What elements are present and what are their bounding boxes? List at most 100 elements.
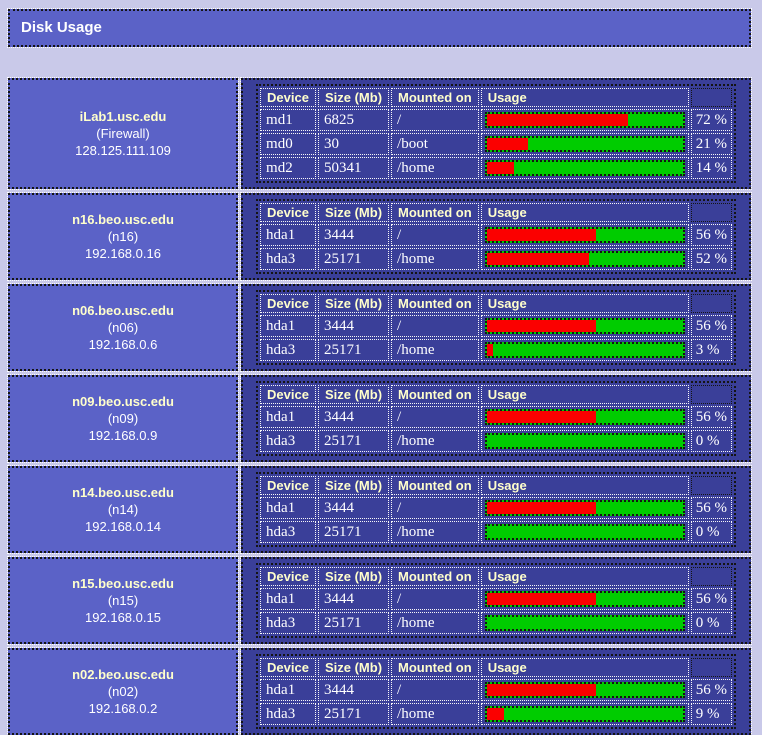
column-header-usage: Usage	[480, 476, 689, 495]
usage-percent-cell: 52 %	[690, 248, 732, 270]
disk-table-body: md1 6825 / 72 % md0 30 /boot 21 % md2 50…	[260, 109, 732, 179]
usage-bar	[484, 251, 685, 267]
size-cell: 3444	[317, 224, 390, 246]
mount-point-cell: /home	[391, 430, 479, 452]
column-header-device: Device	[260, 88, 316, 107]
column-header-size: Size (Mb)	[317, 567, 390, 586]
column-header-device: Device	[260, 385, 316, 404]
mount-point-cell: /	[391, 406, 479, 428]
disk-row: hda1 3444 / 56 %	[260, 679, 732, 701]
device-cell: hda1	[260, 406, 316, 428]
usage-percent-cell: 14 %	[690, 157, 732, 179]
usage-bar-cell	[480, 430, 689, 452]
column-header-device: Device	[260, 203, 316, 222]
host-info-panel: n14.beo.usc.edu (n14) 192.168.0.14	[7, 465, 239, 554]
usage-bar-used-segment	[486, 411, 597, 423]
disk-table-body: hda1 3444 / 56 % hda3 25171 /home 0 %	[260, 588, 732, 634]
disk-row: md0 30 /boot 21 %	[260, 133, 732, 155]
host-info-panel: n09.beo.usc.edu (n09) 192.168.0.9	[7, 374, 239, 463]
disk-table-body: hda1 3444 / 56 % hda3 25171 /home 3 %	[260, 315, 732, 361]
size-cell: 25171	[317, 612, 390, 634]
device-cell: hda3	[260, 521, 316, 543]
column-header-mounted-on: Mounted on	[391, 476, 479, 495]
size-cell: 25171	[317, 521, 390, 543]
disk-table-panel: Device Size (Mb) Mounted on Usage hda1 3…	[240, 283, 752, 372]
usage-bar	[484, 615, 685, 631]
size-cell: 25171	[317, 430, 390, 452]
usage-percent-cell: 56 %	[690, 406, 732, 428]
usage-bar	[484, 318, 685, 334]
hostname-label: n02.beo.usc.edu	[72, 667, 174, 682]
usage-percent-cell: 21 %	[690, 133, 732, 155]
disk-table: Device Size (Mb) Mounted on Usage hda1 3…	[256, 381, 736, 456]
host-ip-label: 192.168.0.14	[85, 519, 161, 534]
column-header-device: Device	[260, 476, 316, 495]
column-header-device: Device	[260, 294, 316, 313]
usage-bar	[484, 682, 685, 698]
usage-bar	[484, 524, 685, 540]
column-header-usage: Usage	[480, 294, 689, 313]
mount-point-cell: /home	[391, 157, 479, 179]
disk-row: hda1 3444 / 56 %	[260, 497, 732, 519]
disk-table-header-row: Device Size (Mb) Mounted on Usage	[260, 88, 732, 107]
mount-point-cell: /home	[391, 612, 479, 634]
host-row: n14.beo.usc.edu (n14) 192.168.0.14 Devic…	[7, 465, 752, 554]
disk-table: Device Size (Mb) Mounted on Usage hda1 3…	[256, 472, 736, 547]
disk-table-body: hda1 3444 / 56 % hda3 25171 /home 0 %	[260, 497, 732, 543]
device-cell: md0	[260, 133, 316, 155]
device-cell: hda3	[260, 703, 316, 725]
host-alias-label: (n02)	[107, 684, 139, 699]
disk-row: md2 50341 /home 14 %	[260, 157, 732, 179]
column-header-mounted-on: Mounted on	[391, 567, 479, 586]
size-cell: 3444	[317, 679, 390, 701]
device-cell: hda1	[260, 497, 316, 519]
column-header-percent-spacer	[690, 203, 732, 222]
usage-bar-used-segment	[486, 138, 528, 150]
column-header-mounted-on: Mounted on	[391, 88, 479, 107]
disk-row: hda1 3444 / 56 %	[260, 588, 732, 610]
mount-point-cell: /	[391, 109, 479, 131]
usage-bar	[484, 112, 685, 128]
hostname-label: n15.beo.usc.edu	[72, 576, 174, 591]
usage-bar-used-segment	[486, 593, 597, 605]
host-info-panel: iLab1.usc.edu (Firewall) 128.125.111.109	[7, 77, 239, 190]
usage-bar-used-segment	[486, 162, 515, 174]
usage-bar-used-segment	[486, 253, 589, 265]
column-header-size: Size (Mb)	[317, 658, 390, 677]
usage-bar	[484, 409, 685, 425]
usage-percent-cell: 9 %	[690, 703, 732, 725]
column-header-usage: Usage	[480, 88, 689, 107]
column-header-size: Size (Mb)	[317, 385, 390, 404]
usage-bar	[484, 160, 685, 176]
usage-bar-cell	[480, 588, 689, 610]
column-header-size: Size (Mb)	[317, 476, 390, 495]
usage-bar-cell	[480, 339, 689, 361]
disk-row: hda3 25171 /home 0 %	[260, 521, 732, 543]
usage-bar-used-segment	[486, 502, 597, 514]
column-header-percent-spacer	[690, 88, 732, 107]
mount-point-cell: /	[391, 679, 479, 701]
hostname-label: iLab1.usc.edu	[79, 109, 167, 124]
column-header-mounted-on: Mounted on	[391, 203, 479, 222]
device-cell: hda1	[260, 588, 316, 610]
usage-percent-cell: 3 %	[690, 339, 732, 361]
disk-row: hda3 25171 /home 0 %	[260, 430, 732, 452]
usage-bar-used-segment	[486, 684, 597, 696]
host-list: iLab1.usc.edu (Firewall) 128.125.111.109…	[7, 77, 752, 735]
device-cell: hda3	[260, 612, 316, 634]
host-row: n06.beo.usc.edu (n06) 192.168.0.6 Device…	[7, 283, 752, 372]
disk-row: md1 6825 / 72 %	[260, 109, 732, 131]
device-cell: hda1	[260, 224, 316, 246]
size-cell: 3444	[317, 406, 390, 428]
usage-bar	[484, 591, 685, 607]
host-row: n02.beo.usc.edu (n02) 192.168.0.2 Device…	[7, 647, 752, 735]
host-alias-label: (n06)	[107, 320, 139, 335]
usage-percent-cell: 0 %	[690, 430, 732, 452]
mount-point-cell: /home	[391, 339, 479, 361]
host-ip-label: 192.168.0.15	[85, 610, 161, 625]
disk-row: hda1 3444 / 56 %	[260, 315, 732, 337]
disk-table-header-row: Device Size (Mb) Mounted on Usage	[260, 203, 732, 222]
hostname-label: n09.beo.usc.edu	[72, 394, 174, 409]
disk-row: hda1 3444 / 56 %	[260, 224, 732, 246]
usage-bar	[484, 500, 685, 516]
